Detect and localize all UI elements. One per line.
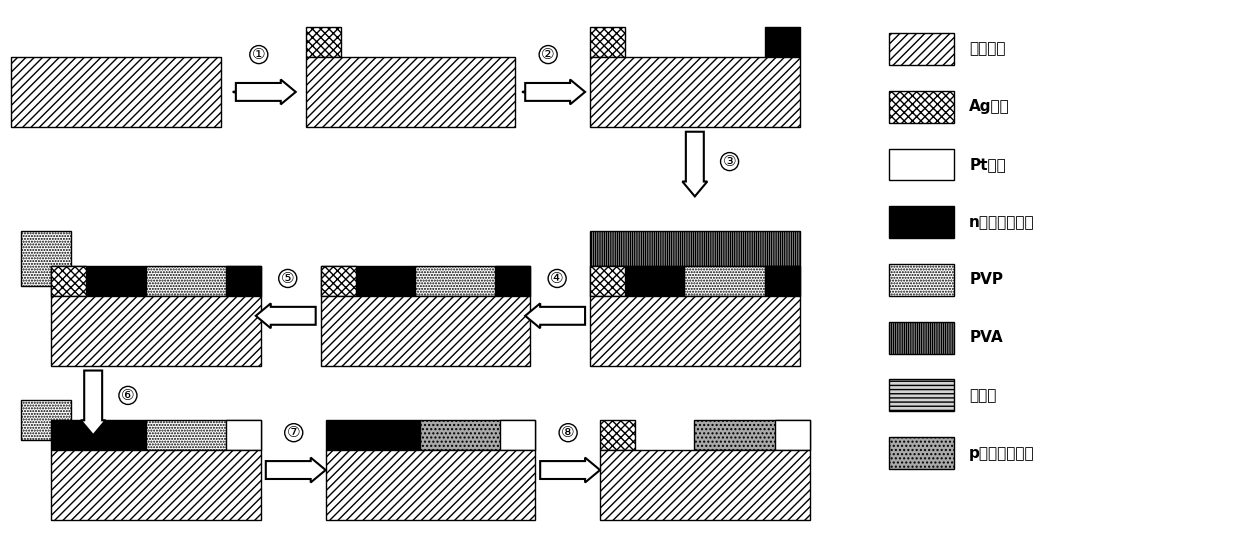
Text: ④: ④ [550,271,564,286]
Text: PVA: PVA [969,330,1002,345]
Bar [11,57,221,127]
Text: n型硫化钼薄膜: n型硫化钼薄膜 [969,215,1035,230]
Text: ⑤: ⑤ [281,271,295,286]
Text: ⑥: ⑥ [121,388,135,403]
Bar [684,266,799,296]
Bar [496,266,530,296]
Bar [225,266,260,296]
Bar [694,420,809,450]
Text: Pt电极: Pt电极 [969,157,1006,172]
Bar [51,266,87,296]
Bar [51,450,260,520]
Bar [306,27,341,57]
Bar [306,57,515,127]
Bar [321,266,356,296]
Text: Ag电极: Ag电极 [969,100,1010,115]
FancyArrow shape [540,458,600,483]
Bar [890,380,954,411]
Bar [890,33,954,65]
FancyArrow shape [525,80,585,105]
Text: 光刻胶: 光刻胶 [969,388,996,403]
Bar [890,148,954,181]
Bar [21,231,71,286]
Bar [51,266,145,296]
Bar [51,420,145,450]
Bar [590,266,684,296]
Bar [600,450,809,520]
Bar [590,231,799,266]
Bar [326,450,535,520]
Bar [890,206,954,238]
Bar [321,266,415,296]
Bar [420,420,535,450]
Bar [501,420,535,450]
Bar [51,296,260,365]
Text: 绝缘衬底: 绝缘衬底 [969,42,1006,57]
Bar [764,27,799,57]
Bar [145,266,260,296]
FancyArrow shape [235,80,296,105]
FancyArrow shape [525,304,585,328]
Bar [415,266,530,296]
Text: p型硫化钼薄膜: p型硫化钼薄膜 [969,445,1035,460]
Bar [600,420,634,450]
Text: ①: ① [252,47,265,62]
Bar [890,264,954,296]
Bar [590,27,624,57]
Bar [21,400,71,440]
Bar [890,437,954,469]
Bar [321,296,530,365]
Bar [326,420,420,450]
Bar [590,57,799,127]
Bar [145,420,260,450]
Text: ⑦: ⑦ [287,425,301,440]
Bar [225,420,260,450]
Bar [774,420,809,450]
Bar [764,266,799,296]
Text: PVP: PVP [969,272,1004,287]
FancyArrow shape [683,132,707,196]
FancyArrow shape [81,370,105,435]
Bar [590,266,624,296]
FancyArrow shape [266,458,326,483]
Bar [890,322,954,354]
FancyArrow shape [255,304,316,328]
Bar [590,296,799,365]
Bar [890,91,954,123]
Text: ②: ② [541,47,555,62]
Text: ③: ③ [722,154,736,169]
Text: ⑧: ⑧ [561,425,575,440]
